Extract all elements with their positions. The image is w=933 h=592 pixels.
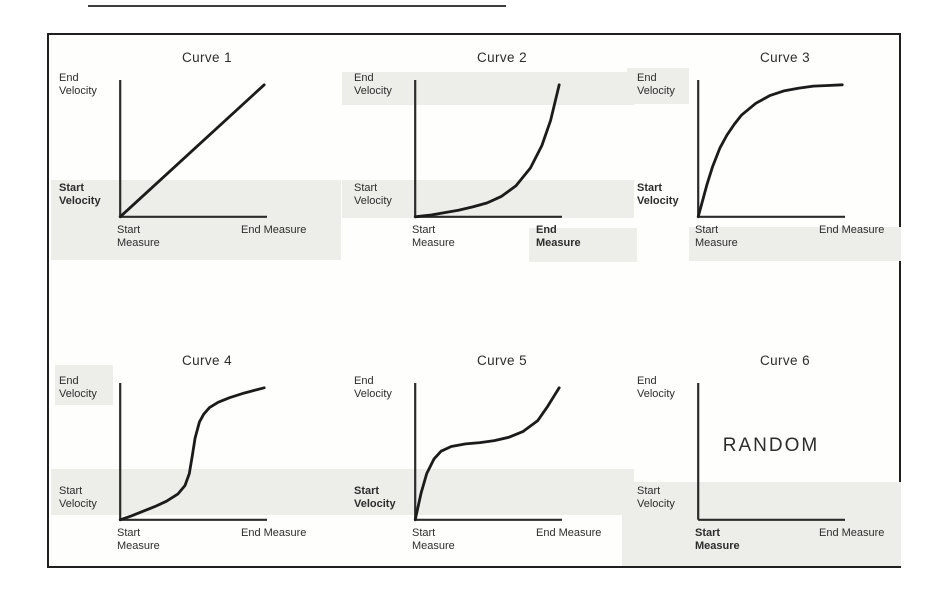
x-axis-right-label: End Measure [819, 527, 885, 539]
random-annotation: RANDOM [722, 435, 820, 457]
y-axis-bottom-label: Start Velocity [354, 485, 396, 510]
x-axis-left-label: Start Measure [412, 224, 455, 249]
scan-shade [622, 482, 901, 566]
curve-canvas [413, 80, 562, 219]
x-axis-left-label: Start Measure [117, 527, 160, 552]
curve-canvas [696, 80, 845, 219]
scan-shade [51, 469, 634, 515]
curve-panel-1: Curve 1 End Velocity Start Velocity Star… [49, 40, 339, 290]
figure-box: Curve 1 End Velocity Start Velocity Star… [47, 33, 901, 568]
scan-shade [51, 180, 341, 260]
y-axis-top-label: End Velocity [637, 375, 675, 400]
scan-edge-artifact [88, 5, 506, 7]
panel-title: Curve 5 [476, 353, 528, 368]
scan-shade [342, 72, 634, 105]
plot-area [413, 80, 562, 219]
y-axis-bottom-label: Start Velocity [637, 182, 679, 207]
x-axis-left-label: Start Measure [412, 527, 455, 552]
curve-canvas [118, 80, 267, 219]
x-axis-left-label: Start Measure [695, 224, 738, 249]
y-axis-bottom-label: Start Velocity [59, 182, 101, 207]
x-axis-right-label: End Measure [536, 527, 602, 539]
x-axis-right-label: End Measure [241, 224, 307, 236]
y-axis-top-label: End Velocity [637, 72, 675, 97]
plot-area [118, 80, 267, 219]
y-axis-bottom-label: Start Velocity [354, 182, 392, 207]
y-axis-top-label: End Velocity [59, 72, 97, 97]
y-axis-top-label: End Velocity [354, 72, 392, 97]
scan-shade [529, 228, 637, 262]
panel-title: Curve 1 [181, 50, 233, 65]
x-axis-right-label: End Measure [819, 224, 885, 236]
curve-panel-2: Curve 2 End Velocity Start Velocity Star… [344, 40, 634, 290]
plot-area [118, 383, 267, 522]
scan-shade [689, 227, 901, 261]
scan-shade [627, 68, 689, 104]
panel-title: Curve 3 [759, 50, 811, 65]
plot-area [413, 383, 562, 522]
x-axis-left-label: Start Measure [695, 527, 740, 552]
x-axis-left-label: Start Measure [117, 224, 160, 249]
scan-shade [342, 180, 634, 218]
scan-shade [55, 365, 113, 405]
curve-panel-5: Curve 5 End Velocity Start Velocity Star… [344, 343, 634, 592]
curve-panel-6: Curve 6 End Velocity Start Velocity RAND… [627, 343, 917, 592]
curve-canvas [697, 383, 845, 521]
y-axis-bottom-label: Start Velocity [59, 485, 97, 510]
y-axis-top-label: End Velocity [59, 375, 97, 400]
y-axis-bottom-label: Start Velocity [637, 485, 675, 510]
x-axis-right-label: End Measure [536, 224, 581, 249]
panel-title: Curve 2 [476, 50, 528, 65]
panel-title: Curve 6 [759, 353, 811, 368]
y-axis-top-label: End Velocity [354, 375, 392, 400]
x-axis-right-label: End Measure [241, 527, 307, 539]
curve-canvas [413, 383, 562, 522]
curve-canvas [118, 383, 267, 522]
plot-area [696, 80, 845, 219]
curve-panel-3: Curve 3 End Velocity Start Velocity Star… [627, 40, 917, 290]
plot-area: RANDOM [697, 383, 845, 521]
panel-title: Curve 4 [181, 353, 233, 368]
curve-panel-4: Curve 4 End Velocity Start Velocity Star… [49, 343, 339, 592]
